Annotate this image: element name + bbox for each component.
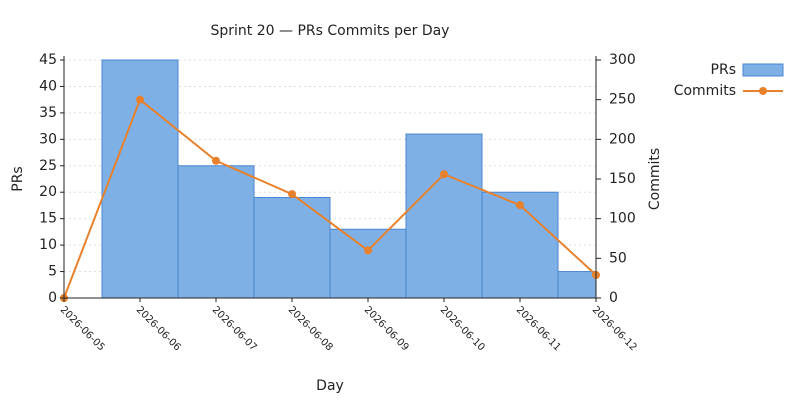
x-tick-label: 2026-06-08 <box>286 304 335 353</box>
marker <box>136 95 144 104</box>
x-tick-label: 2026-06-10 <box>438 304 487 353</box>
y-tick-label: 0 <box>48 290 57 306</box>
x-tick-label: 2026-06-05 <box>58 304 107 353</box>
y-tick-label: 15 <box>39 211 57 227</box>
marker <box>212 156 220 165</box>
line <box>63 98 597 299</box>
y2-tick-label: 200 <box>609 131 636 147</box>
y2-tick-label: 250 <box>609 92 636 108</box>
x-tick-label: 2026-06-11 <box>514 304 563 353</box>
marker <box>288 190 296 199</box>
y2-tick-label: 0 <box>609 290 618 306</box>
legend-swatch <box>742 63 784 77</box>
chart-title: Sprint 20 — PRs Commits per Day <box>211 23 450 39</box>
lines <box>60 95 600 302</box>
x-axis-label: Day <box>316 378 344 394</box>
marker <box>440 170 448 179</box>
bar <box>557 271 596 298</box>
y2-tick-label: 100 <box>609 211 636 227</box>
x-tick-label: 2026-06-09 <box>362 304 411 353</box>
y-tick-label: 20 <box>39 184 57 200</box>
y-tick-label: 10 <box>39 237 57 253</box>
y2-axis-label: Commits <box>647 148 663 210</box>
y2-tick-label: 50 <box>609 250 627 266</box>
y-tick-label: 40 <box>39 78 57 94</box>
y-tick-label: 35 <box>39 105 57 121</box>
legend-marker <box>759 87 767 95</box>
y-tick-label: 25 <box>39 158 57 174</box>
marker <box>516 201 524 210</box>
y-axis-label: PRs <box>10 166 26 191</box>
y-tick-label: 5 <box>48 264 57 280</box>
legend-label: Commits <box>674 83 736 99</box>
bar <box>481 191 559 298</box>
x-tick-label: 2026-06-07 <box>210 304 259 353</box>
x-tick-label: 2026-06-06 <box>134 304 183 353</box>
bar <box>177 165 255 298</box>
y-tick-label: 30 <box>39 131 57 147</box>
y2-tick-label: 150 <box>609 171 636 187</box>
y2-tick-label: 300 <box>609 52 636 68</box>
legend: PRs Commits <box>674 62 784 99</box>
bar <box>329 228 407 298</box>
marker <box>364 246 372 255</box>
y-tick-label: 45 <box>39 52 57 68</box>
bar <box>405 133 483 298</box>
legend-label: PRs <box>711 62 736 78</box>
x-tick-label: 2026-06-12 <box>590 304 639 353</box>
bars <box>101 59 596 298</box>
